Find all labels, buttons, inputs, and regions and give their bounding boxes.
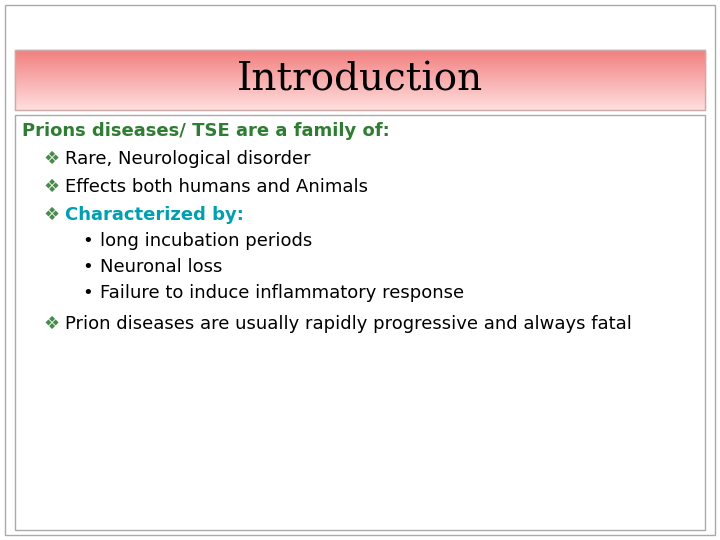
Bar [15,55,705,56]
Bar [15,63,705,64]
Bar [15,94,705,96]
Bar [15,73,705,75]
Bar [15,69,705,70]
Text: ❖: ❖ [44,206,60,224]
Bar [15,89,705,90]
Bar [15,57,705,59]
Bar [15,57,705,58]
Bar [15,85,705,87]
Bar [15,107,705,109]
Bar [15,106,705,108]
Text: ❖: ❖ [44,178,60,196]
Text: long incubation periods: long incubation periods [100,232,312,250]
Bar [15,86,705,88]
Bar [15,91,705,92]
Bar [15,115,705,530]
Bar [15,92,705,94]
Bar [15,51,705,53]
Bar [15,103,705,104]
Bar [15,80,705,82]
Bar [15,104,705,105]
Text: Prions diseases/ TSE are a family of:: Prions diseases/ TSE are a family of: [22,122,390,140]
Bar [15,105,705,107]
Bar [15,51,705,52]
Text: •: • [83,284,94,302]
Bar [15,65,705,67]
Bar [15,52,705,54]
Bar [15,105,705,106]
Text: ❖: ❖ [44,150,60,168]
Bar [15,78,705,79]
Bar [15,98,705,99]
Bar [15,62,705,63]
Bar [15,87,705,89]
Bar [15,97,705,98]
Bar [15,75,705,76]
Text: Effects both humans and Animals: Effects both humans and Animals [65,178,368,196]
Bar [15,58,705,60]
Bar [15,100,705,102]
Bar [15,93,705,95]
Bar [15,70,705,71]
Bar [15,68,705,69]
Bar [15,76,705,77]
Bar [15,82,705,83]
Bar [15,66,705,68]
Bar [15,79,705,81]
Text: ❖: ❖ [44,315,60,333]
Bar [15,72,705,74]
Bar [15,98,705,100]
Text: •: • [83,232,94,250]
Bar [15,109,705,110]
Bar [15,84,705,86]
Bar [15,102,705,103]
Text: •: • [83,258,94,276]
Bar [15,96,705,97]
Bar [15,84,705,85]
Bar [15,83,705,84]
Text: Prion diseases are usually rapidly progressive and always fatal: Prion diseases are usually rapidly progr… [65,315,632,333]
Bar [15,64,705,66]
Text: Introduction: Introduction [237,62,483,98]
Text: Rare, Neurological disorder: Rare, Neurological disorder [65,150,310,168]
Text: Characterized by:: Characterized by: [65,206,244,224]
Bar [15,53,705,55]
Bar [15,60,705,62]
Bar [15,77,705,78]
Bar [15,71,705,73]
Text: Neuronal loss: Neuronal loss [100,258,222,276]
Bar [15,56,705,57]
Bar [15,90,705,91]
Bar [15,78,705,80]
Text: Failure to induce inflammatory response: Failure to induce inflammatory response [100,284,464,302]
Bar [15,59,705,61]
Bar [15,71,705,72]
Bar [15,91,705,93]
Bar [15,50,705,51]
Bar [15,99,705,101]
Bar [15,50,705,110]
Bar [15,64,705,65]
